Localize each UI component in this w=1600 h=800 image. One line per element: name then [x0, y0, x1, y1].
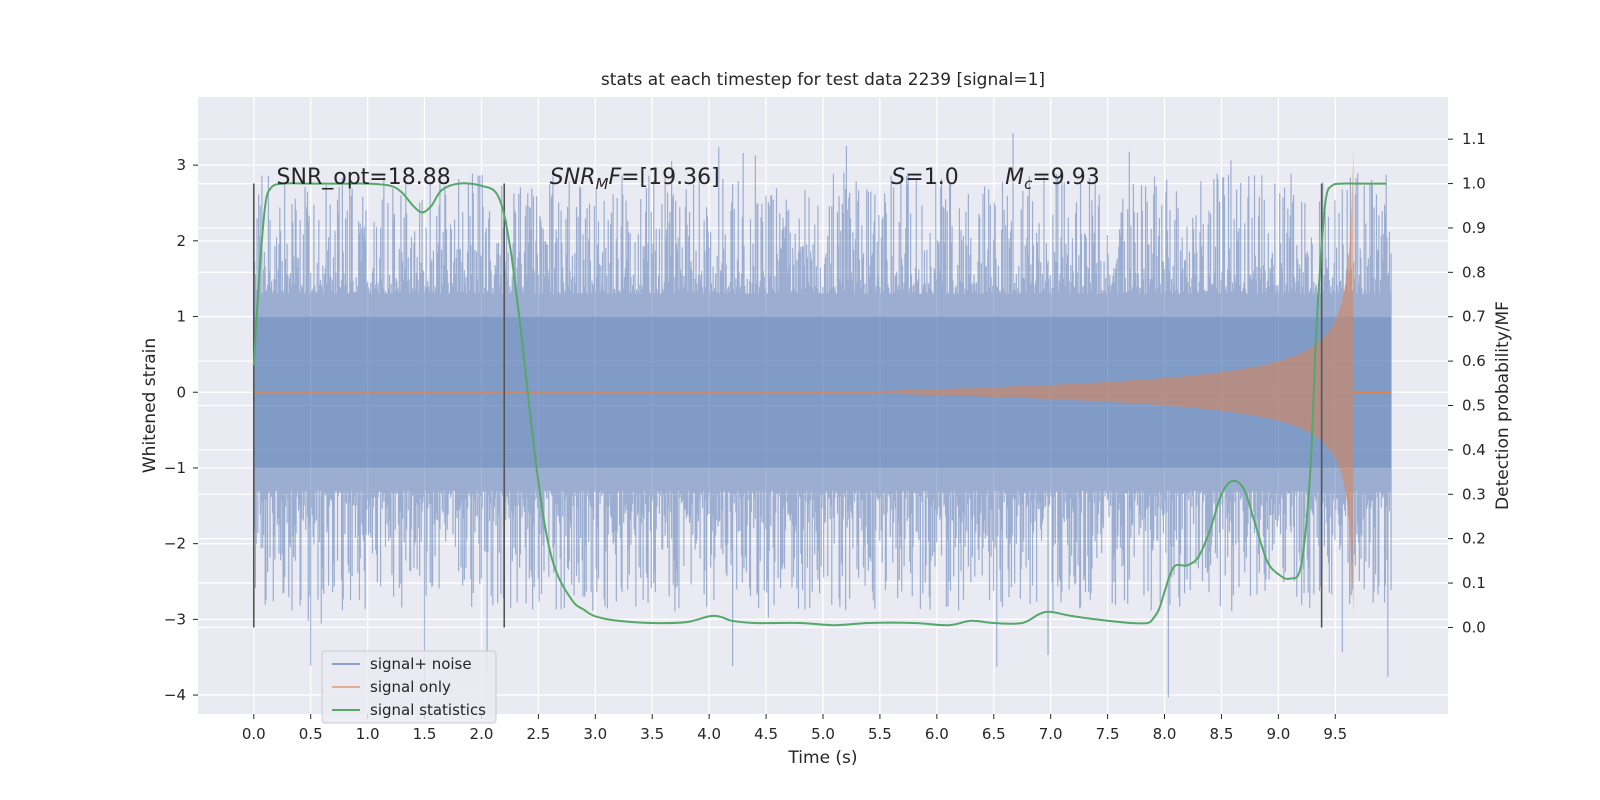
x-tick-label: 9.5	[1323, 725, 1347, 743]
signal-only-series	[253, 150, 1392, 616]
y2-tick-label: 0.0	[1462, 618, 1486, 636]
x-tick-label: 1.0	[356, 725, 380, 743]
y-tick-label: 2	[176, 232, 186, 250]
legend-label: signal+ noise	[370, 655, 472, 673]
y2-tick-label: 0.4	[1462, 441, 1486, 459]
y-tick-label: −4	[164, 686, 186, 704]
annotation: Mc=9.93	[1005, 165, 1100, 193]
x-tick-label: 7.5	[1096, 725, 1120, 743]
y2-tick-label: 0.9	[1462, 219, 1486, 237]
x-tick-label: 2.5	[526, 725, 550, 743]
signal-only-chirp	[879, 150, 1354, 616]
y-tick-label: 0	[176, 383, 186, 401]
legend-box	[321, 650, 497, 724]
x-tick-label: 3.5	[640, 725, 664, 743]
x-tick-label: 2.0	[470, 725, 494, 743]
y-tick-label: −1	[164, 459, 186, 477]
y2-axis-label: Detection probability/MF	[1493, 301, 1513, 510]
x-tick-label: 7.0	[1039, 725, 1063, 743]
x-tick-label: 0.0	[242, 725, 266, 743]
y2-tick-label: 1.0	[1462, 175, 1486, 193]
y2-tick-label: 1.1	[1462, 130, 1486, 148]
y2-tick-label: 0.1	[1462, 574, 1486, 592]
x-tick-label: 9.0	[1266, 725, 1290, 743]
x-tick-label: 6.5	[982, 725, 1006, 743]
y2-tick-label: 0.8	[1462, 263, 1486, 281]
x-tick-label: 5.5	[868, 725, 892, 743]
y-tick-label: −2	[164, 535, 186, 553]
x-tick-label: 5.0	[811, 725, 835, 743]
x-tick-label: 4.0	[697, 725, 721, 743]
y2-tick-label: 0.6	[1462, 352, 1486, 370]
y2-tick-label: 0.7	[1462, 308, 1486, 326]
legend: signal+ noise signal only signal statistic…	[321, 650, 497, 724]
legend-label: signal statistics	[370, 701, 486, 719]
signal-statistics-series	[252, 182, 1387, 627]
y-axis-left: 3 2 1 0 −1 −2 −3 −4	[164, 156, 198, 704]
x-tick-label: 8.0	[1153, 725, 1177, 743]
annotation: S=1.0	[891, 165, 958, 190]
y-tick-label: −3	[164, 610, 186, 628]
annotation: SNRMF=[19.36]	[550, 165, 720, 193]
x-axis-label: Time (s)	[787, 748, 857, 768]
legend-label: signal only	[370, 678, 451, 696]
y-tick-label: 3	[176, 156, 186, 174]
y-axis-right: 0.0 0.1 0.2 0.3 0.4 0.5 0.6 0.7 0.8 0.9 1.0 1.1	[1448, 130, 1486, 636]
x-tick-label: 3.0	[583, 725, 607, 743]
x-tick-label: 1.5	[413, 725, 437, 743]
annotation: SNR_opt=18.88	[277, 165, 451, 190]
y2-tick-label: 0.2	[1462, 530, 1486, 548]
y2-tick-label: 0.3	[1462, 485, 1486, 503]
x-tick-label: 8.5	[1210, 725, 1234, 743]
x-tick-label: 0.5	[299, 725, 323, 743]
x-tick-label: 4.5	[754, 725, 778, 743]
y2-tick-label: 0.5	[1462, 397, 1486, 415]
annotations: SNR_opt=18.88 SNRMF=[19.36] S=1.0 Mc=9.93	[277, 165, 1100, 193]
signal-statistics-line	[252, 182, 1387, 627]
x-tick-label: 6.0	[925, 725, 949, 743]
chart-title: stats at each timestep for test data 223…	[601, 70, 1045, 90]
y-axis-label: Whitened strain	[140, 338, 160, 473]
x-axis: 0.0 0.5 1.0 1.5 2.0 2.5 3.0 3.5 4.0 4.5 5.0 5.5 6.0 6…	[242, 714, 1347, 743]
y-tick-label: 1	[176, 308, 186, 326]
